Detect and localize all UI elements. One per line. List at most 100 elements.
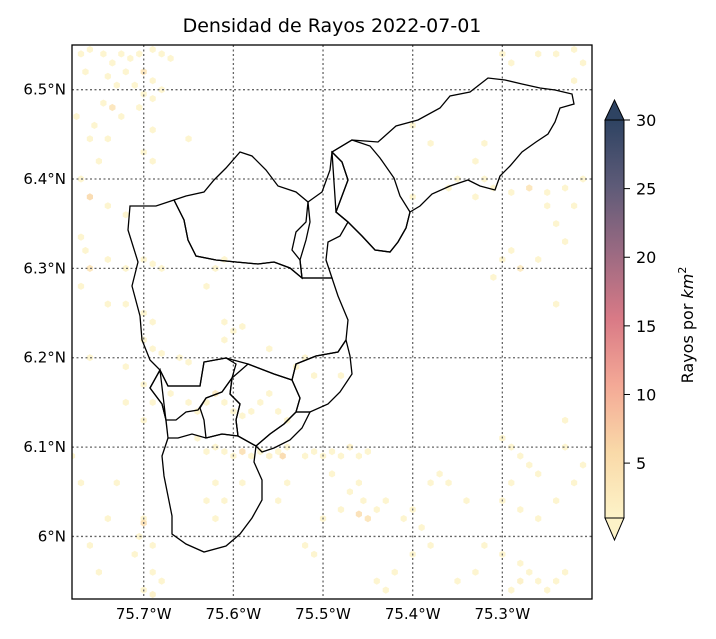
x-tick-label: 75.4°W (385, 605, 441, 623)
municipality-central (291, 150, 349, 279)
density-cell (158, 50, 165, 58)
density-cell (526, 184, 533, 192)
density-cell (136, 50, 143, 58)
municipality-south-west (149, 367, 263, 553)
density-cell (140, 309, 147, 317)
colorbar-tick-label: 5 (636, 454, 646, 473)
density-cell (535, 577, 542, 585)
density-cell (463, 497, 470, 505)
density-cell (454, 175, 461, 183)
density-cell (427, 139, 434, 147)
density-cell (230, 327, 237, 335)
density-cell (382, 497, 389, 505)
density-cell (360, 497, 367, 505)
colorbar: 5 10 15 20 25 30 Rayos por km2 (604, 98, 697, 542)
density-cell (104, 135, 111, 143)
density-cell (579, 175, 587, 183)
density-cell (328, 470, 336, 478)
x-tick-label: 75.7°W (116, 605, 172, 623)
density-cell (562, 184, 569, 192)
density-cell (279, 452, 286, 460)
density-cell (490, 273, 497, 281)
municipality-lower (255, 411, 312, 453)
density-cell (122, 264, 129, 272)
density-cell (109, 103, 116, 112)
density-cell (436, 470, 443, 478)
density-cell (91, 121, 98, 129)
density-cell (149, 95, 156, 103)
density-cell (149, 45, 156, 54)
density-cell (136, 103, 143, 112)
municipality-north-central (173, 151, 311, 280)
density-cell (266, 345, 273, 353)
density-cell (553, 577, 560, 585)
density-cell (364, 448, 371, 456)
density-cell (176, 354, 183, 362)
density-cell (221, 497, 228, 505)
density-cell (104, 255, 111, 264)
density-cell (149, 318, 156, 326)
density-cell (140, 68, 147, 76)
density-cell (212, 515, 219, 523)
x-tick-label: 75.6°W (206, 605, 262, 623)
density-cell (535, 515, 542, 523)
density-cell (562, 238, 569, 246)
colorbar-extend-max (604, 98, 625, 121)
density-cell (158, 577, 165, 585)
density-cell (454, 577, 461, 585)
density-cell (100, 50, 107, 58)
density-cell (571, 479, 578, 487)
colorbar-tick-label: 15 (636, 317, 656, 336)
density-cell (499, 255, 506, 264)
density-cell (86, 541, 93, 549)
density-cell (579, 59, 587, 67)
density-cell (481, 175, 488, 183)
colorbar-tick-label: 30 (636, 111, 656, 130)
density-cell (73, 112, 80, 121)
y-tick-label: 6.1°N (23, 438, 66, 456)
gridlines (72, 45, 592, 599)
y-tick-label: 6.3°N (23, 259, 66, 277)
density-cell (571, 45, 578, 54)
density-cells (72, 45, 587, 599)
density-cell (131, 81, 138, 89)
density-cell (136, 532, 143, 541)
density-cell (284, 443, 291, 451)
density-cell (409, 193, 416, 201)
density-cell (508, 246, 515, 255)
y-tick-label: 6.5°N (23, 81, 66, 99)
density-cell (118, 112, 125, 121)
density-cell (562, 443, 569, 451)
density-cell (239, 479, 246, 487)
density-cell (427, 541, 434, 549)
density-cell (122, 398, 129, 406)
y-tick-label: 6.2°N (23, 349, 66, 367)
density-cell (355, 479, 362, 487)
colorbar-label-prefix: Rayos por (678, 299, 697, 384)
municipal-borders (127, 77, 575, 553)
density-cell (400, 515, 407, 523)
density-cell (346, 488, 353, 496)
density-cell (203, 497, 210, 505)
density-cell (553, 300, 560, 308)
density-cell (149, 77, 156, 85)
density-cell (221, 318, 228, 326)
density-cell (149, 590, 156, 599)
density-cell (122, 363, 129, 371)
colorbar-tick-label: 25 (636, 180, 656, 199)
density-cell (77, 233, 85, 241)
chart-title: Densidad de Rayos 2022-07-01 (183, 15, 482, 37)
density-cell (266, 452, 273, 460)
colorbar-gradient (604, 119, 625, 519)
density-cell (517, 264, 524, 272)
density-cell (571, 202, 578, 210)
density-cell (158, 86, 165, 94)
colorbar-label: Rayos por km2 (676, 267, 697, 384)
density-cell (481, 541, 488, 549)
density-cell (553, 220, 560, 228)
density-cell (544, 586, 551, 594)
density-cell (149, 260, 156, 268)
density-cell (167, 389, 174, 398)
density-cell (86, 354, 93, 362)
